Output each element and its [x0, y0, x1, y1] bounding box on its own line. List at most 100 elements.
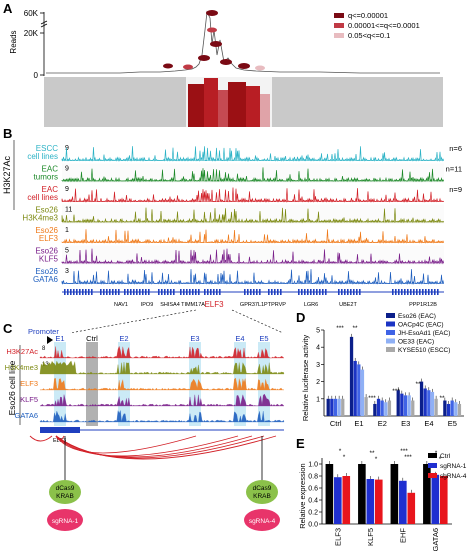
exon-mark [115, 289, 117, 295]
enhancer-regions: E1 Ctrl E2 E3 E4 E5 [54, 334, 270, 426]
track-label: Eso26 [35, 206, 58, 215]
krab-label: KRAB [253, 493, 271, 500]
track-label: ESCC [36, 144, 58, 153]
exon-mark [170, 289, 172, 295]
significance-annotation: * [439, 456, 442, 463]
category-label: KLF5 [366, 528, 375, 546]
signal-area [39, 409, 285, 423]
significance-annotation: ** [415, 381, 421, 388]
exon-mark [192, 289, 194, 295]
exon-mark [204, 289, 206, 295]
exon-mark [256, 289, 258, 295]
category-label: Ctrl [330, 419, 342, 428]
legend-label: Ctrl [440, 453, 451, 460]
exon-mark [353, 289, 355, 295]
exon-mark [401, 289, 403, 295]
panel-c: C Eso26 cell line Promoter E1 Ctrl E2 E3 E4 E… [3, 321, 285, 531]
panel-b-gene-labels: NAV1 IPO9 SHISA4 TIMM17A ELF3 GPR37L1 PT… [114, 300, 437, 309]
exon-mark [404, 289, 406, 295]
panel-d: D Relative luciferase activity 1 2 3 4 5 Ctrl… [296, 310, 464, 428]
ytick-label: 3 [316, 362, 320, 369]
legend-swatch [386, 313, 395, 318]
panel-a-label: A [3, 1, 13, 16]
bar [380, 400, 384, 416]
exon-mark [347, 289, 349, 295]
region-label: E1 [55, 334, 64, 343]
ytick-20k: 20K [24, 29, 39, 38]
exon-mark [142, 289, 144, 295]
exon-mark [301, 289, 303, 295]
bar [334, 477, 342, 524]
track-scale: 1 [65, 227, 69, 234]
dcas9-krab-4 [246, 480, 278, 504]
exon-mark [133, 289, 135, 295]
bar [443, 400, 447, 416]
exon-mark [158, 289, 160, 295]
exon-mark [213, 289, 215, 295]
panel-c-label: C [3, 321, 13, 336]
exon-mark [313, 289, 315, 295]
category-label: EHF [398, 528, 407, 543]
legend-swatch [386, 330, 395, 335]
signal-area [39, 377, 285, 391]
exon-mark [253, 289, 255, 295]
exon-mark [82, 289, 84, 295]
track-n: n=9 [449, 185, 462, 194]
gene-label: NAV1 [114, 302, 128, 308]
panel-b-label: B [3, 126, 12, 141]
bar [411, 400, 415, 416]
exon-mark [219, 289, 221, 295]
track-scale: 11 [65, 207, 72, 214]
expression-axis-label: Relative expression [298, 463, 307, 528]
bar [349, 336, 354, 416]
exon-mark [359, 289, 361, 295]
category-label: E3 [401, 419, 410, 428]
significance-legend: q<=0.00001 0.00001<=q<=0.0001 0.05<q<=0.… [334, 11, 420, 40]
exon-mark [395, 289, 397, 295]
exon-mark [244, 289, 246, 295]
panel-e-label: E [296, 436, 305, 451]
bar [400, 393, 404, 416]
ytick-label: 2 [316, 379, 320, 386]
exon-mark [100, 289, 102, 295]
exon-mark [274, 289, 276, 295]
signal-trace [61, 248, 445, 265]
signal-area [39, 360, 285, 375]
track-label: Eso26 [35, 267, 58, 276]
exon-mark [407, 289, 409, 295]
promoter-label: Promoter [28, 327, 59, 336]
panel-e: E Relative expression 0.0 0.2 0.4 0.6 0.8 1.0… [296, 436, 467, 551]
bar [325, 464, 334, 524]
track-label: EAC [42, 165, 59, 174]
bar [407, 395, 411, 416]
exon-mark [64, 289, 66, 295]
exon-mark [304, 289, 306, 295]
bar [333, 398, 338, 416]
exon-mark [259, 289, 261, 295]
exon-mark [428, 289, 430, 295]
gene-label: LGR6 [304, 302, 318, 308]
promoter-arrow-icon [47, 336, 53, 344]
exon-mark [73, 289, 75, 295]
ytick-0: 0 [34, 71, 39, 80]
bar [423, 388, 427, 416]
exon-mark [298, 289, 300, 295]
exon-mark [307, 289, 309, 295]
track-scale: 9 [65, 186, 69, 193]
exon-mark [109, 289, 111, 295]
significance-annotation: ** [352, 325, 358, 332]
exon-mark [341, 289, 343, 295]
ytick-60k: 60K [24, 9, 39, 18]
ytick-label: 0.4 [308, 498, 318, 505]
dcas9-label: dCas9 [253, 485, 272, 492]
significance-annotation: ** [369, 450, 375, 457]
legend-label: JH-EsoAd1 (EAC) [398, 330, 450, 337]
exon-mark [136, 289, 138, 295]
gene-label: GPR37L1 [240, 302, 264, 308]
exon-mark [91, 289, 93, 295]
bar [373, 403, 377, 416]
ytick-label: 0.6 [308, 486, 318, 493]
significance-annotation: * [375, 456, 378, 463]
track-label: tumors [34, 173, 58, 182]
